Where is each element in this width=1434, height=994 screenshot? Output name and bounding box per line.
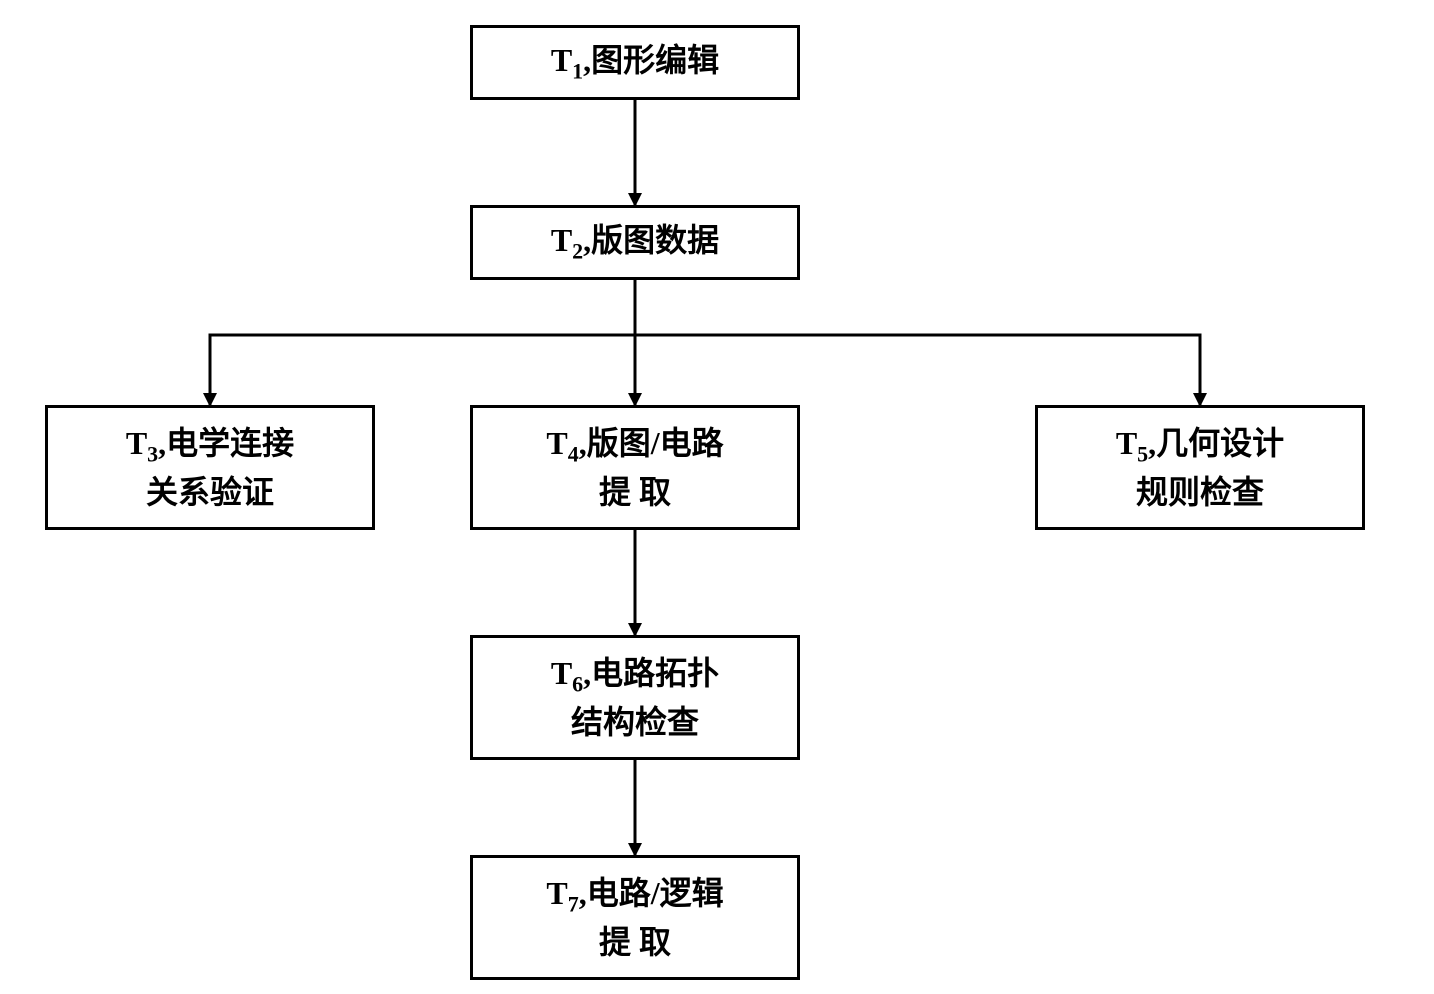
edge-t2-t3 [210,280,635,405]
flowchart-edges [0,0,1434,994]
edge-t2-t5 [635,280,1200,405]
